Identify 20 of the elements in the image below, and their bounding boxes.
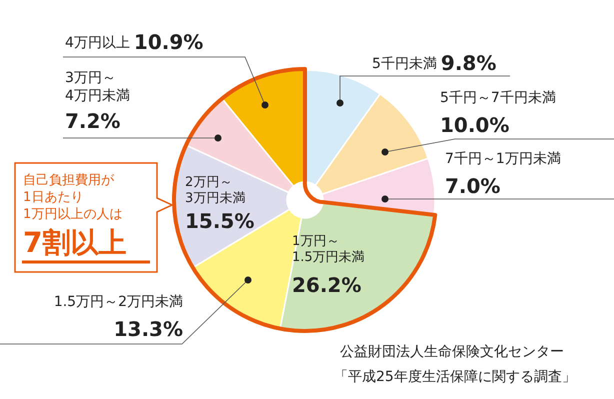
data-label: 7.2% (65, 109, 120, 133)
data-label: 10.0% (440, 113, 510, 137)
slice-label: 7千円～1万円未満 (445, 151, 561, 167)
text: 7割以上 (23, 226, 126, 259)
slice-label: 2万円～ 3万円未満 (185, 175, 246, 206)
text: 自己負担費用が 1日あたり 1万円以上の人は (23, 173, 122, 222)
slice-label: 5千円未満 (372, 56, 437, 72)
data-label: 10.9% (134, 30, 204, 54)
slice-label: 1.5万円～2万円未満 (54, 294, 183, 310)
data-label: 9.8% (440, 51, 496, 75)
data-label: 7.0% (445, 174, 500, 198)
slice-label: 5千円～7千円未満 (440, 90, 556, 106)
text: 「平成25年度生活保障に関する調査」 (334, 369, 576, 385)
data-label: 26.2% (292, 273, 362, 297)
data-label: 15.5% (185, 209, 254, 233)
text: 公益財団法人生命保険文化センター (340, 344, 564, 360)
slice-label: 4万円以上 (65, 35, 130, 51)
data-label: 13.3% (114, 317, 183, 341)
slice-label: 3万円～ 4万円未満 (65, 70, 130, 104)
slice-label: 1万円～ 1.5万円未満 (292, 234, 365, 265)
